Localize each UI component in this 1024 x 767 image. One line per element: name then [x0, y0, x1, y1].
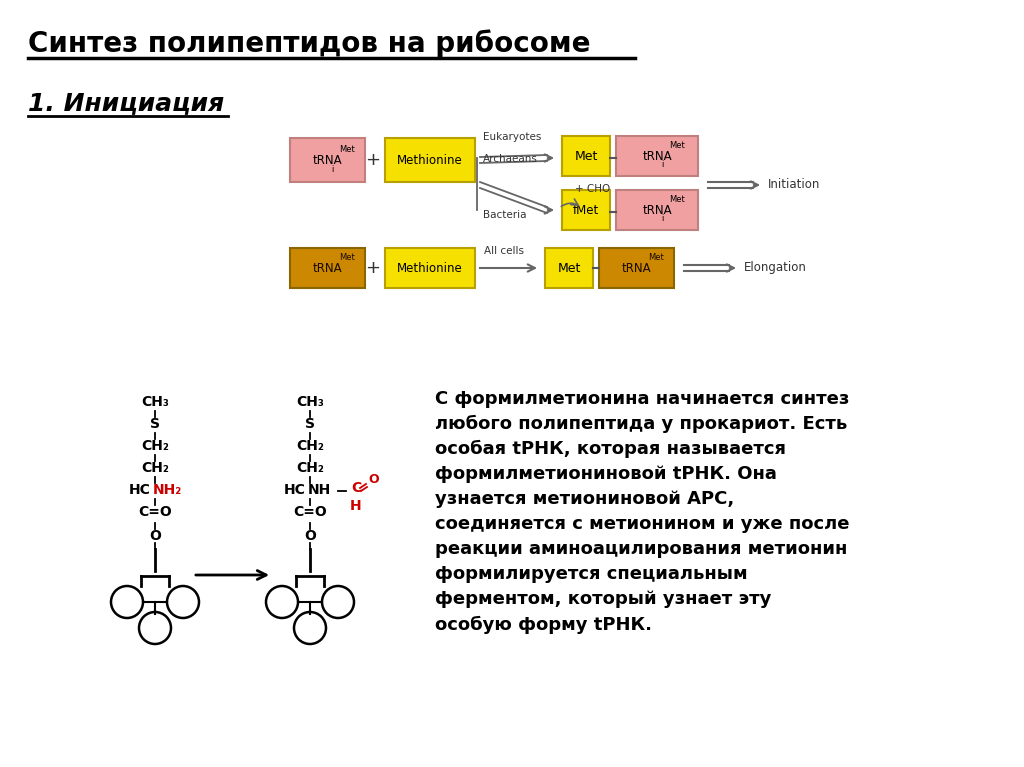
Text: O: O [304, 529, 316, 543]
Text: tRNA: tRNA [312, 262, 342, 275]
Text: Methionine: Methionine [397, 153, 463, 166]
FancyBboxPatch shape [599, 248, 674, 288]
Text: + CHO: + CHO [575, 184, 610, 194]
Text: All cells: All cells [484, 246, 524, 256]
Text: Eukaryotes: Eukaryotes [483, 132, 542, 142]
Text: CH₃: CH₃ [141, 395, 169, 409]
Text: Archaeans: Archaeans [483, 154, 538, 164]
Text: 1. Инициация: 1. Инициация [28, 91, 224, 115]
Text: Met: Met [670, 141, 685, 150]
Text: HC: HC [284, 483, 306, 497]
Text: CH₂: CH₂ [141, 461, 169, 475]
Text: i: i [331, 165, 334, 174]
Text: HC: HC [129, 483, 151, 497]
Text: i: i [662, 160, 664, 170]
FancyBboxPatch shape [562, 190, 610, 230]
Text: CH₂: CH₂ [296, 439, 324, 453]
FancyBboxPatch shape [290, 248, 365, 288]
Text: O: O [368, 473, 379, 486]
Text: Met: Met [648, 254, 664, 262]
Text: tRNA: tRNA [642, 203, 672, 216]
FancyBboxPatch shape [290, 138, 365, 182]
Text: i: i [662, 214, 664, 223]
Text: Синтез полипептидов на рибосоме: Синтез полипептидов на рибосоме [28, 29, 591, 58]
FancyBboxPatch shape [616, 136, 698, 176]
Text: O: O [150, 529, 161, 543]
Text: CH₃: CH₃ [296, 395, 324, 409]
Text: Met: Met [670, 196, 685, 205]
Text: S: S [150, 417, 160, 431]
Text: S: S [305, 417, 315, 431]
Text: Met: Met [574, 150, 598, 163]
Text: C: C [351, 481, 361, 495]
Text: CH₂: CH₂ [141, 439, 169, 453]
Text: С формилметионина начинается синтез
любого полипептида у прокариот. Есть
особая : С формилметионина начинается синтез любо… [435, 390, 850, 634]
Text: Methionine: Methionine [397, 262, 463, 275]
Text: C=O: C=O [293, 505, 327, 519]
Text: Initiation: Initiation [768, 179, 820, 192]
FancyBboxPatch shape [385, 248, 475, 288]
Text: +: + [366, 151, 381, 169]
FancyBboxPatch shape [385, 138, 475, 182]
Text: C=O: C=O [138, 505, 172, 519]
Text: Met: Met [339, 144, 354, 153]
Text: NH: NH [308, 483, 331, 497]
Text: tRNA: tRNA [642, 150, 672, 163]
Text: fMet: fMet [572, 203, 599, 216]
Text: +: + [366, 259, 381, 277]
Text: H: H [350, 499, 361, 513]
FancyBboxPatch shape [616, 190, 698, 230]
Text: NH₂: NH₂ [153, 483, 182, 497]
FancyBboxPatch shape [545, 248, 593, 288]
Text: CH₂: CH₂ [296, 461, 324, 475]
Text: tRNA: tRNA [312, 153, 342, 166]
Text: tRNA: tRNA [622, 262, 651, 275]
FancyBboxPatch shape [562, 136, 610, 176]
Text: Elongation: Elongation [744, 262, 807, 275]
Text: Met: Met [557, 262, 581, 275]
Text: Met: Met [339, 254, 354, 262]
Text: Bacteria: Bacteria [483, 210, 526, 220]
